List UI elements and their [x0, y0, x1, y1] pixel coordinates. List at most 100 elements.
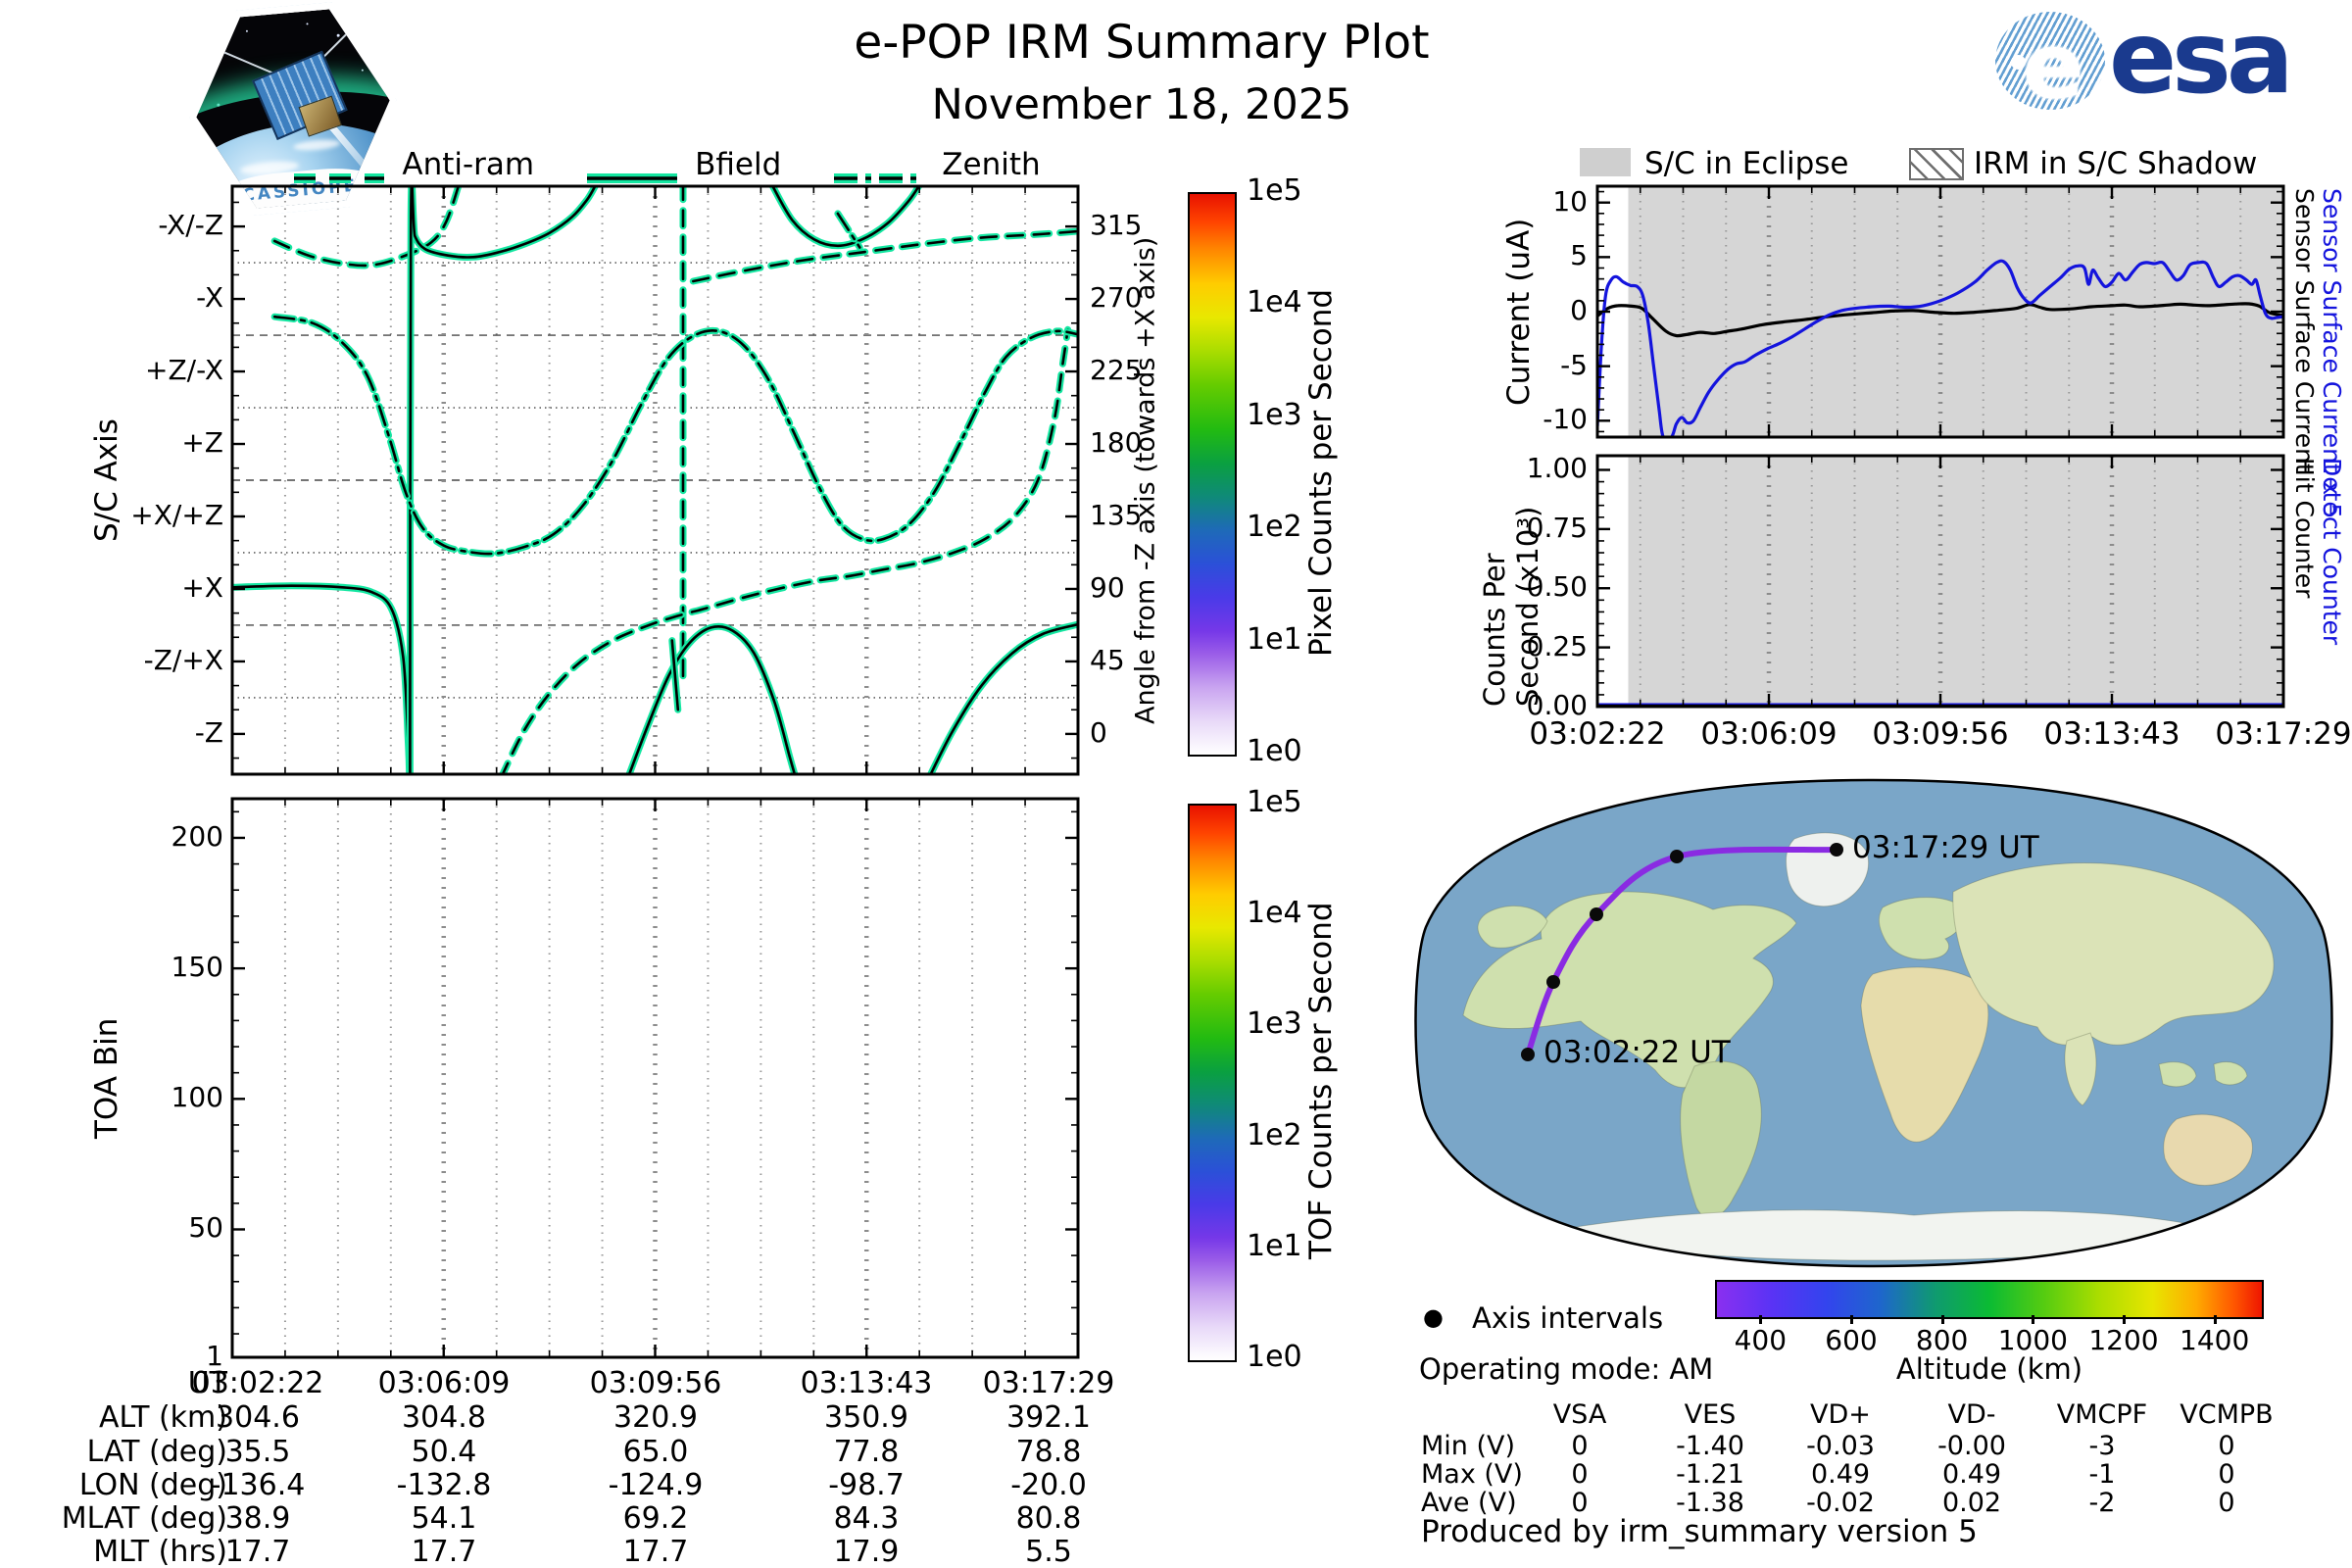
angle-tick-label: 135 — [1090, 498, 1143, 531]
voltage-cell: 0 — [1571, 1459, 1589, 1490]
altitude-tick — [1850, 1315, 1853, 1324]
toa-tick-label: 150 — [171, 951, 223, 984]
ephemeris-cell: 17.9 — [833, 1535, 900, 1568]
ephemeris-cell: 03:06:09 — [377, 1366, 511, 1400]
ephemeris-cell: 320.9 — [613, 1400, 698, 1435]
altitude-tick-label: 1400 — [2180, 1324, 2250, 1356]
legend-line-sample — [832, 158, 926, 183]
esa-logo-dot — [2011, 55, 2026, 70]
counts-right-label-blue: Detect Counter — [2318, 458, 2346, 646]
voltage-cell: 0 — [2218, 1431, 2235, 1461]
colorbar-tick-label: 1e4 — [1247, 896, 1302, 931]
colorbar-tick-label: 1e5 — [1247, 785, 1302, 819]
toa-tick-label: 1 — [206, 1340, 223, 1372]
esa-logo-icon: e — [1995, 12, 2105, 110]
angle-tick-label: 180 — [1090, 426, 1143, 459]
ephemeris-cell: 03:13:43 — [800, 1366, 933, 1400]
track-start-label: 03:02:22 UT — [1544, 1035, 1731, 1070]
voltage-cell: 0 — [1571, 1488, 1589, 1518]
sc-axis-tick-label: +Z — [181, 426, 223, 459]
colorbar-tick-label: 1e3 — [1247, 1006, 1302, 1042]
counts-tick-label: 0.50 — [1526, 570, 1588, 604]
ephemeris-cell: 17.7 — [224, 1535, 291, 1568]
altitude-tick-label: 600 — [1825, 1324, 1878, 1356]
ephemeris-cell: 84.3 — [833, 1501, 900, 1536]
altitude-colorbar-title: Altitude (km) — [1895, 1352, 2083, 1386]
ephemeris-row-label: ALT (km) — [99, 1400, 227, 1435]
operating-mode: Operating mode: AM — [1419, 1352, 1714, 1386]
pixel-colorbar — [1188, 192, 1237, 757]
ephemeris-cell: 17.7 — [622, 1535, 689, 1568]
altitude-tick-label: 1200 — [2088, 1324, 2159, 1356]
voltage-cell: 0.49 — [1941, 1459, 2002, 1490]
ephemeris-cell: 50.4 — [411, 1435, 477, 1469]
page-title: e-POP IRM Summary Plot — [854, 16, 1430, 70]
ephemeris-cell: 304.8 — [402, 1400, 486, 1435]
voltage-header: VCMPB — [2180, 1399, 2274, 1430]
altitude-tick — [1940, 1315, 1944, 1324]
colorbar-tick-label: 1e5 — [1247, 173, 1302, 208]
esa-logo-e: e — [2023, 14, 2084, 110]
ephemeris-cell: 38.9 — [224, 1501, 291, 1536]
ephemeris-cell: -98.7 — [828, 1468, 905, 1502]
shadow-legend-label: IRM in S/C Shadow — [1974, 146, 2258, 181]
sc-axis-plot — [230, 184, 1080, 776]
counts-tick-label: 1.00 — [1526, 452, 1588, 485]
voltage-row-label: Ave (V) — [1421, 1488, 1517, 1518]
counts-tick-label: 0.25 — [1526, 629, 1588, 662]
ephemeris-cell: 54.1 — [411, 1501, 477, 1536]
ephemeris-row-label: LAT (deg) — [86, 1435, 227, 1469]
track-end-label: 03:17:29 UT — [1852, 830, 2039, 865]
axis-intervals-label: Axis intervals — [1472, 1301, 1664, 1335]
esa-logo-wordmark: esa — [2109, 0, 2294, 117]
tof-colorbar-title: TOF Counts per Second — [1303, 902, 1339, 1260]
counts-tick-label: 0.00 — [1526, 689, 1588, 721]
current-tick-label: -5 — [1560, 348, 1588, 381]
sc-axis-tick-label: +X — [181, 570, 223, 604]
colorbar-tick-label: 1e3 — [1247, 397, 1302, 432]
shadow-legend-swatch — [1909, 148, 1964, 180]
time-tick-label: 03:06:09 — [1700, 716, 1838, 752]
altitude-colorbar — [1715, 1280, 2264, 1319]
ephemeris-cell: 304.6 — [216, 1400, 300, 1435]
voltage-cell: 0 — [1571, 1431, 1589, 1461]
time-tick-label: 03:17:29 — [2215, 716, 2352, 752]
ephemeris-cell: 35.5 — [224, 1435, 291, 1469]
current-tick-label: -10 — [1543, 403, 1588, 436]
current-plot — [1595, 184, 2285, 439]
current-right-label-black: Sensor Surface Current — [2290, 188, 2319, 473]
voltage-cell: 0 — [2218, 1488, 2235, 1518]
voltage-cell: -0.00 — [1937, 1431, 2006, 1461]
legend-label: Bfield — [695, 147, 782, 182]
legend-label: Anti-ram — [402, 147, 535, 182]
tof-colorbar — [1188, 804, 1237, 1362]
legend-label: Zenith — [942, 147, 1041, 182]
voltage-cell: -1.40 — [1676, 1431, 1744, 1461]
colorbar-tick-label: 1e4 — [1247, 285, 1302, 320]
ephemeris-cell: -136.4 — [210, 1468, 306, 1502]
sc-axis-tick-label: +Z/-X — [145, 354, 223, 387]
legend-item: Bfield — [585, 147, 782, 183]
current-tick-label: 5 — [1570, 239, 1588, 272]
current-right-label-blue: Sensor Surface Current x 5 — [2318, 188, 2346, 519]
colorbar-tick-label: 1e0 — [1247, 1340, 1302, 1374]
altitude-tick-label: 800 — [1915, 1324, 1969, 1356]
ephemeris-cell: 65.0 — [622, 1435, 689, 1469]
legend-item: Anti-ram — [292, 147, 535, 183]
toa-bin-plot — [230, 797, 1080, 1359]
legend-item: Zenith — [832, 147, 1041, 183]
page-subtitle: November 18, 2025 — [931, 80, 1352, 129]
colorbar-tick-label: 1e2 — [1247, 1117, 1302, 1152]
angle-tick-label: 0 — [1090, 715, 1107, 749]
ephemeris-cell: 17.7 — [411, 1535, 477, 1568]
current-tick-label: 0 — [1570, 294, 1588, 326]
voltage-header: VES — [1684, 1399, 1737, 1430]
counts-plot — [1595, 454, 2285, 709]
altitude-tick — [2123, 1315, 2126, 1324]
altitude-tick — [1759, 1315, 1763, 1324]
sc-axis-tick-label: -X/-Z — [158, 209, 223, 242]
voltage-row-label: Max (V) — [1421, 1459, 1523, 1490]
ephemeris-row-label: MLAT (deg) — [61, 1501, 227, 1536]
counts-tick-label: 0.75 — [1526, 511, 1588, 544]
voltage-cell: -2 — [2088, 1488, 2116, 1518]
